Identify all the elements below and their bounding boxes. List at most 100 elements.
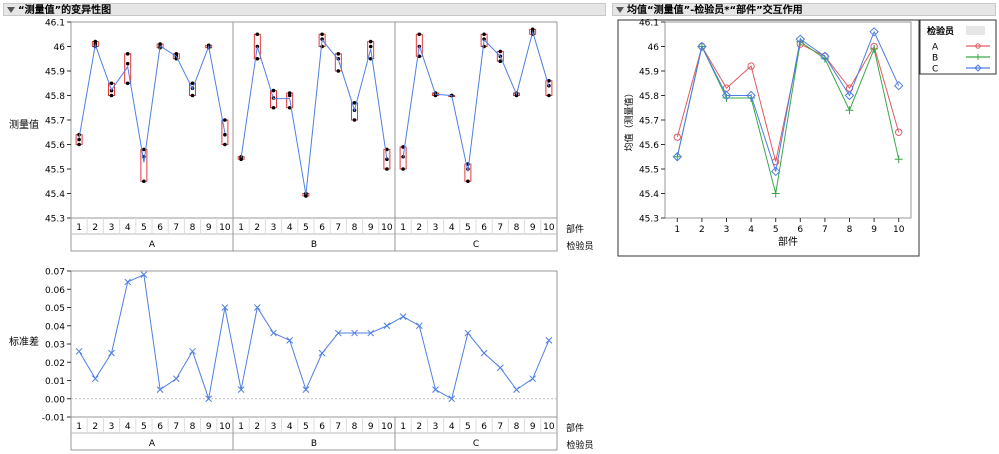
y-tick-label: 46.1 <box>45 19 65 29</box>
x-tick-label: 2 <box>699 225 705 235</box>
data-point <box>223 118 227 122</box>
part-label: 1 <box>76 422 82 432</box>
diamond-marker <box>893 80 904 91</box>
variability-chart-title: “测量值”的变异性图 <box>18 5 112 16</box>
data-point <box>174 52 179 56</box>
x-marker <box>399 313 407 320</box>
x-marker <box>253 304 261 311</box>
part-label: 9 <box>530 422 536 432</box>
data-point <box>255 56 260 61</box>
part-label: 2 <box>416 223 422 233</box>
plus-marker <box>894 155 903 164</box>
part-label: 9 <box>368 422 374 432</box>
data-point <box>158 42 162 46</box>
y-tick-label: 0.07 <box>45 268 65 278</box>
x-tick-label: 4 <box>748 225 754 235</box>
part-label: 6 <box>481 422 487 432</box>
x-marker <box>221 304 229 311</box>
part-label: 3 <box>271 223 277 233</box>
group-label: B <box>311 240 317 250</box>
x-marker <box>172 375 180 383</box>
group-label: B <box>311 439 317 449</box>
x-marker <box>108 349 115 357</box>
data-point <box>255 32 260 37</box>
y-tick-label: 45.6 <box>45 141 65 151</box>
part-label: 7 <box>497 422 503 432</box>
x-marker <box>302 386 310 393</box>
x-marker <box>464 329 472 337</box>
group-label: A <box>149 240 156 250</box>
part-label: 4 <box>449 223 455 233</box>
part-label: 6 <box>157 223 163 233</box>
x-marker <box>318 349 326 357</box>
data-point <box>482 37 486 41</box>
x-marker <box>334 329 342 337</box>
x-tick-label: 9 <box>871 225 877 235</box>
x-marker <box>432 386 439 393</box>
variability-chart-header[interactable]: “测量值”的变异性图 <box>3 3 606 16</box>
y-tick-label: 45.3 <box>45 215 65 225</box>
data-point <box>320 32 324 37</box>
part-label: 10 <box>543 223 555 233</box>
legend-header-swatch <box>966 26 985 35</box>
x-marker <box>496 364 504 372</box>
data-point <box>368 39 373 44</box>
data-point <box>109 81 114 86</box>
x-marker <box>75 347 83 355</box>
part-label: 5 <box>141 223 147 233</box>
data-point <box>142 147 146 152</box>
data-point <box>401 167 405 171</box>
y-tick-label: 45.4 <box>45 190 65 200</box>
part-label: 2 <box>254 422 260 432</box>
diamond-marker <box>844 90 855 101</box>
part-label: 4 <box>125 422 131 432</box>
data-point <box>530 27 535 32</box>
diamond-marker <box>869 27 879 37</box>
x-tick-label: 6 <box>797 225 803 235</box>
data-point <box>352 101 357 105</box>
cell-mean-line <box>240 38 388 195</box>
y-tick-label: 0.00 <box>45 395 65 405</box>
disclosure-triangle-icon[interactable] <box>7 7 15 13</box>
diamond-marker <box>697 41 707 52</box>
part-label: 1 <box>238 422 244 432</box>
part-label: 6 <box>157 422 163 432</box>
x-tick-label: 8 <box>847 225 853 235</box>
diamond-marker <box>795 34 806 44</box>
part-label: 1 <box>238 223 244 233</box>
part-label: 2 <box>416 422 422 432</box>
group-label: A <box>149 439 156 449</box>
part-label: 4 <box>125 223 131 233</box>
legend-entry-label: B <box>932 54 938 64</box>
part-label: 10 <box>219 223 231 233</box>
std-dev-line <box>78 273 550 400</box>
data-point <box>223 132 227 137</box>
circle-marker <box>673 133 681 141</box>
part-label: 9 <box>530 223 536 233</box>
legend-title: 检验员 <box>927 25 954 37</box>
data-point <box>482 32 486 37</box>
y-tick-label: 45.7 <box>639 117 659 127</box>
y-tick-label: 45.3 <box>639 215 659 225</box>
diamond-marker <box>770 166 781 177</box>
part-label: 7 <box>335 223 341 233</box>
disclosure-triangle-icon[interactable] <box>616 7 624 13</box>
x-marker <box>545 336 553 344</box>
x-marker <box>286 336 294 344</box>
group-label: C <box>473 240 479 250</box>
x-marker <box>189 347 196 355</box>
x-tick-label: 7 <box>822 225 828 235</box>
data-point <box>142 179 146 184</box>
data-point <box>287 91 292 95</box>
y-tick-label: 46 <box>648 43 660 53</box>
data-point <box>93 39 98 44</box>
x-marker <box>448 395 456 403</box>
part-label: 7 <box>497 223 503 233</box>
data-point <box>336 69 341 73</box>
x-level-label-operator: 检验员 <box>566 240 593 252</box>
interaction-chart-header[interactable]: 均值“测量值”-检验员*“部件”交互作用 <box>612 3 996 16</box>
y-tick-label: 46.1 <box>639 19 659 29</box>
circle-marker <box>895 128 903 136</box>
x-tick-label: 5 <box>773 225 779 235</box>
data-point <box>271 88 276 93</box>
